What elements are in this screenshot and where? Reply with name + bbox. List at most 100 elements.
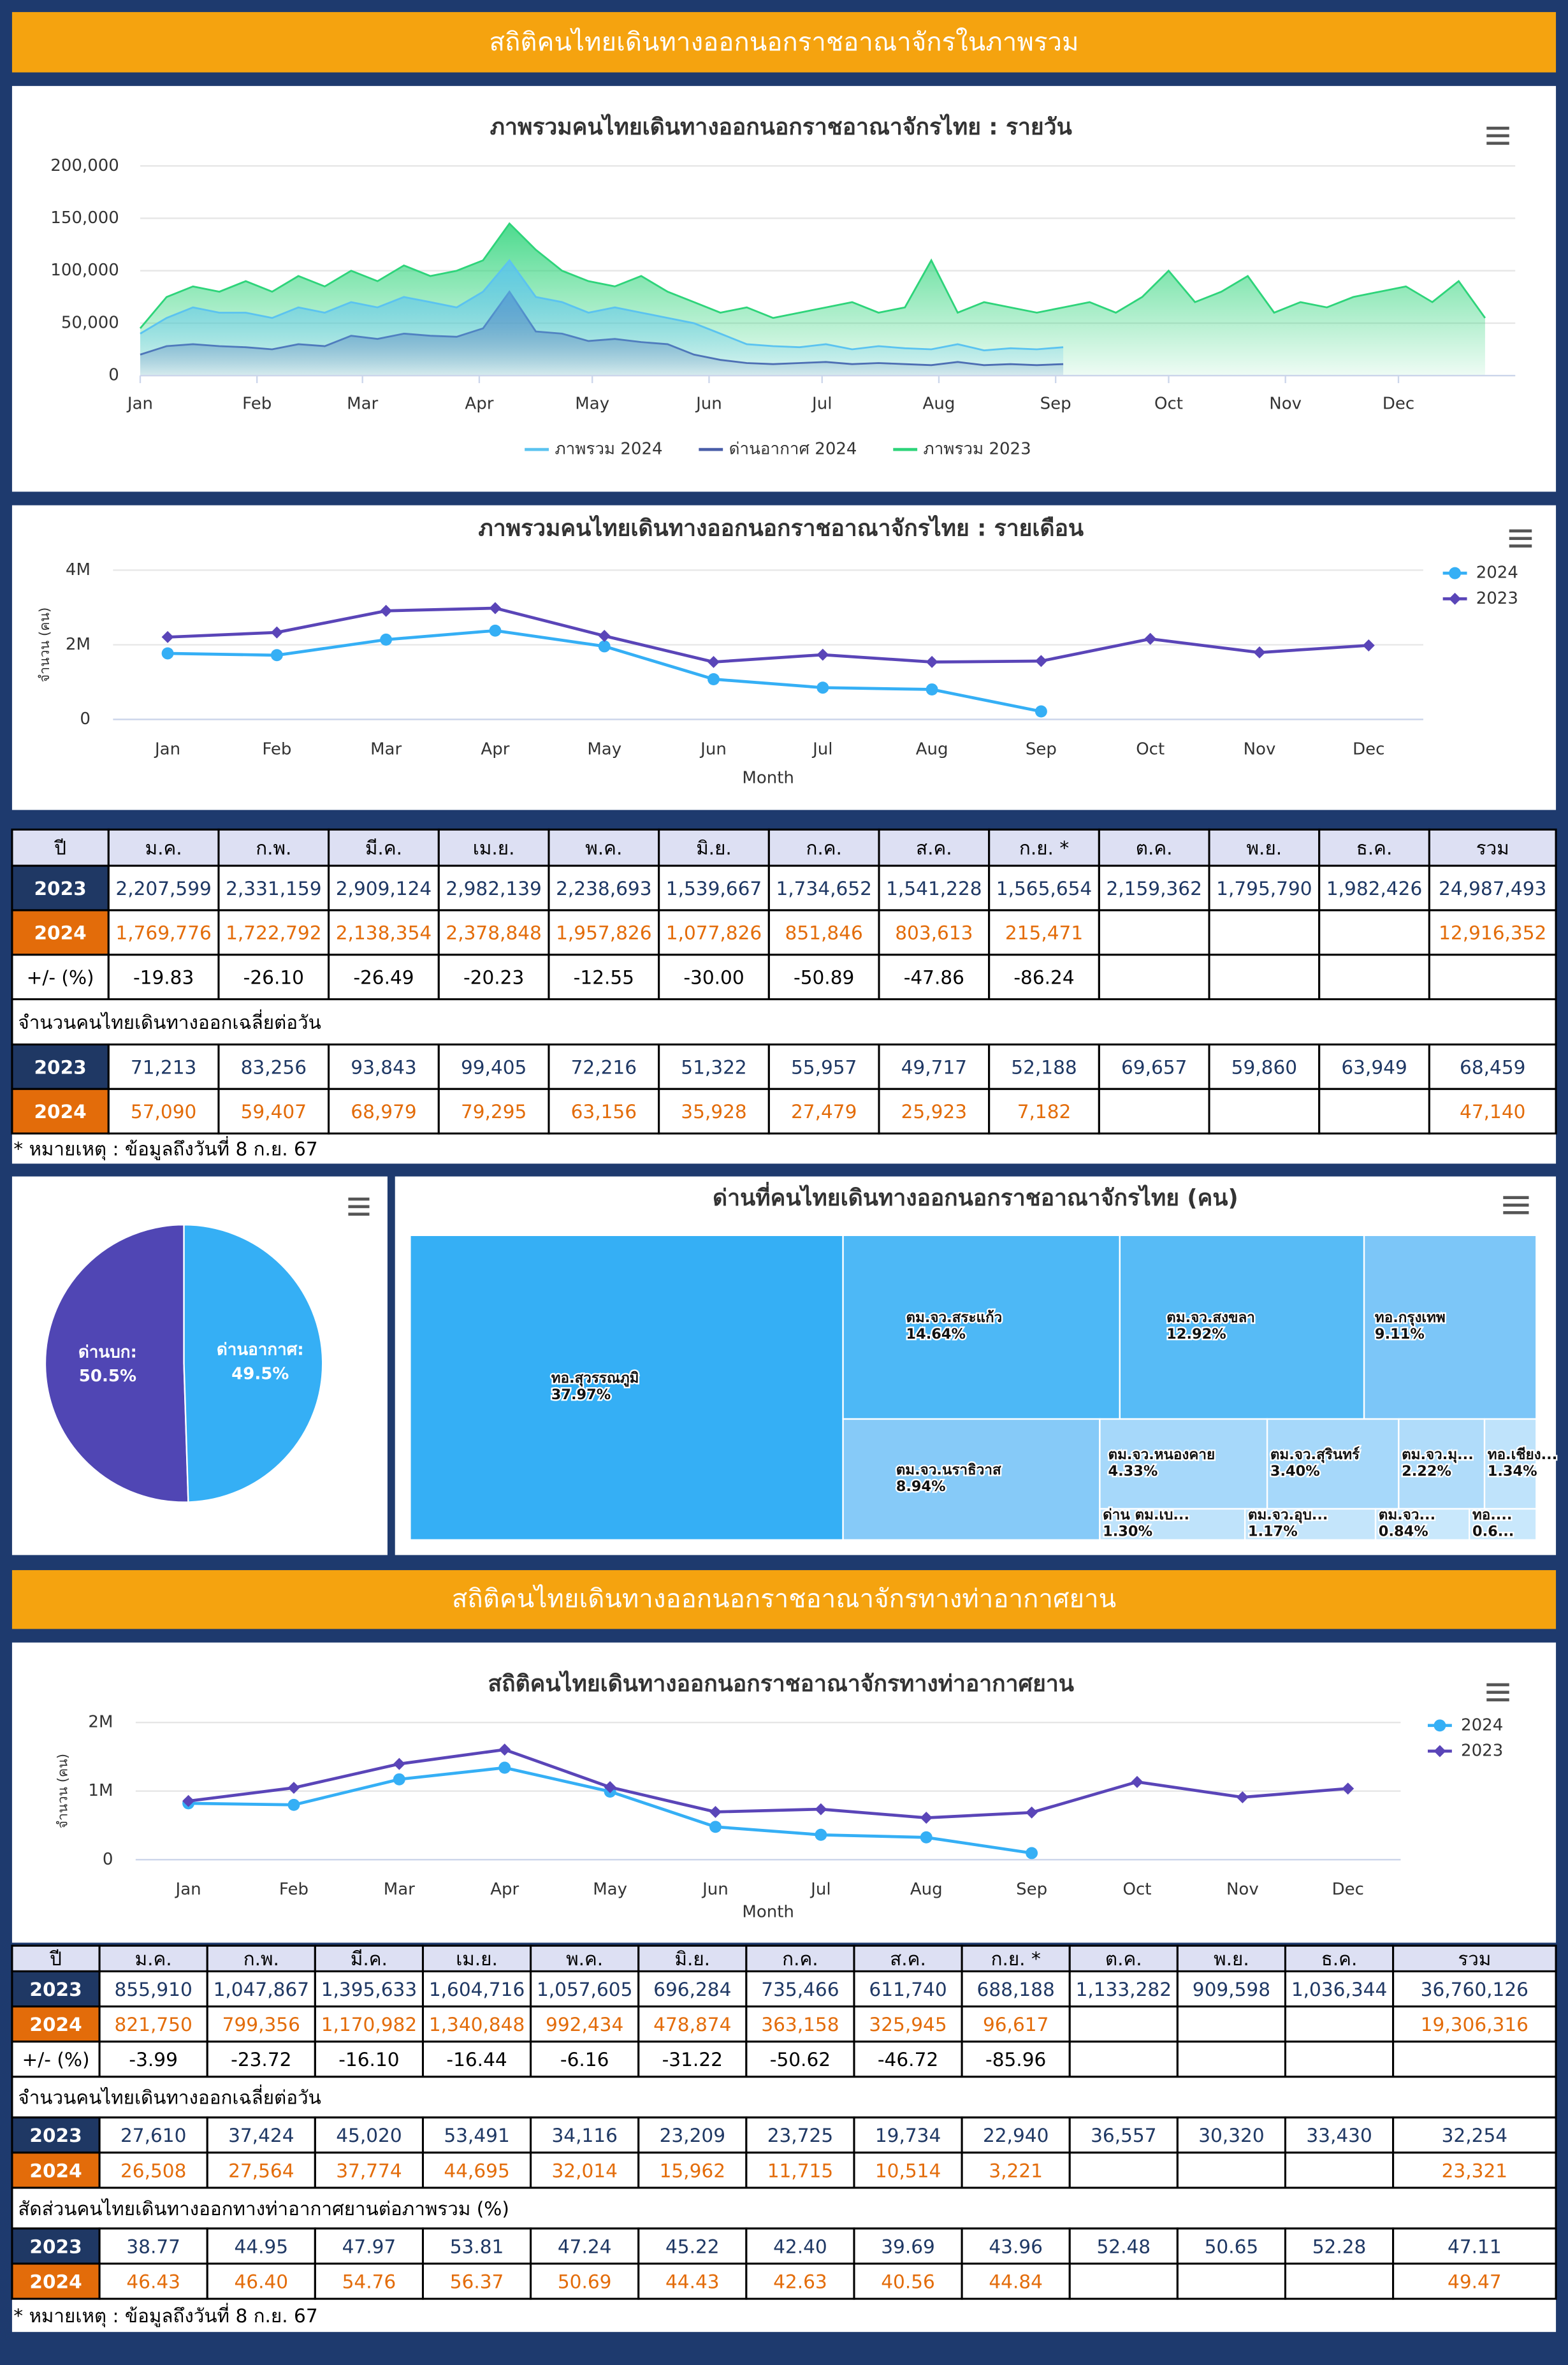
cell-text: -26.49 bbox=[353, 966, 414, 988]
x-tick-label: Aug bbox=[916, 739, 948, 759]
cell-text: รวม bbox=[1458, 1948, 1491, 1970]
cell-text: ก.พ. bbox=[256, 838, 291, 859]
cell-text: 1,036,344 bbox=[1291, 1979, 1387, 2000]
table-cell bbox=[1176, 1944, 1287, 1972]
cell-text: 68,979 bbox=[351, 1101, 416, 1123]
table-cell bbox=[206, 2116, 316, 2154]
cell-text: มิ.ย. bbox=[696, 838, 732, 859]
cell-text: ธ.ค. bbox=[1356, 838, 1393, 859]
table-cell bbox=[530, 2116, 640, 2154]
cell-text: 69,657 bbox=[1121, 1056, 1187, 1078]
table-cell bbox=[637, 2151, 748, 2189]
cell-text: 2,378,848 bbox=[446, 922, 541, 944]
cell-text: 44.95 bbox=[234, 2236, 288, 2257]
cell-text: 33,430 bbox=[1306, 2125, 1372, 2146]
menu-icon[interactable] bbox=[1486, 1683, 1509, 1701]
cell-value: 0.84% bbox=[1379, 1524, 1428, 1540]
table-cell bbox=[530, 1944, 640, 1972]
cell-label: ทอ.สุวรรณภูมิ bbox=[551, 1370, 639, 1387]
cell-text: 47,140 bbox=[1460, 1101, 1525, 1123]
chart-title: ด่านที่คนไทยเดินทางออกนอกราชอาณาจักรไทย … bbox=[713, 1181, 1238, 1211]
menu-icon[interactable] bbox=[348, 1197, 370, 1216]
cell-text: 11,715 bbox=[767, 2160, 833, 2181]
cell-text: +/- (%) bbox=[22, 2049, 90, 2070]
marker bbox=[1362, 639, 1375, 651]
table-cell bbox=[206, 2041, 316, 2078]
cell-label: ตม.จว.สงขลา bbox=[1166, 1309, 1255, 1326]
cell-value: 1.30% bbox=[1103, 1524, 1152, 1540]
table-cell bbox=[988, 909, 1100, 956]
table-cell bbox=[961, 2227, 1071, 2265]
table-cell bbox=[853, 2116, 963, 2154]
menu-icon[interactable] bbox=[1503, 1196, 1529, 1214]
slice-label: ด่านอากาศ: bbox=[217, 1341, 304, 1360]
y-axis-label: จำนวน (คน) bbox=[37, 608, 53, 683]
y-tick-label: 0 bbox=[80, 710, 91, 729]
cell-text: 1,982,426 bbox=[1326, 878, 1422, 899]
cell-text: พ.ย. bbox=[1247, 838, 1282, 859]
table-cell bbox=[637, 2227, 748, 2265]
x-tick-label: Jun bbox=[699, 739, 727, 759]
cell-text: 2023 bbox=[29, 2125, 82, 2146]
cell-text: 23,725 bbox=[767, 2125, 833, 2146]
table-cell bbox=[853, 2151, 963, 2189]
cell-label: ทอ.กรุงเทพ bbox=[1375, 1309, 1446, 1327]
x-tick-label: Mar bbox=[370, 739, 402, 759]
menu-icon[interactable] bbox=[1509, 529, 1532, 548]
cell-text: 799,356 bbox=[222, 2014, 300, 2035]
cell-text: 3,221 bbox=[989, 2160, 1043, 2181]
table-cell bbox=[421, 2005, 532, 2043]
legend-label: ภาพรวม 2023 bbox=[924, 440, 1031, 459]
cell-label: ตม.จว.นราธิวาส bbox=[896, 1462, 1001, 1478]
marker bbox=[1131, 1775, 1143, 1788]
x-tick-label: Oct bbox=[1123, 1880, 1152, 1899]
cell-text: 2,138,354 bbox=[336, 922, 432, 944]
menu-icon[interactable] bbox=[1486, 126, 1509, 145]
cell-label: ทอ.เชียง... bbox=[1488, 1446, 1557, 1463]
cell-text: -19.83 bbox=[133, 966, 194, 988]
cell-text: 1,541,228 bbox=[886, 878, 982, 899]
x-tick-label: Mar bbox=[384, 1880, 415, 1899]
cell-value: 2.22% bbox=[1402, 1463, 1451, 1480]
cell-text: 72,216 bbox=[571, 1056, 637, 1078]
cell-text: 12,916,352 bbox=[1439, 922, 1546, 944]
cell-text: ก.ย. * bbox=[991, 1948, 1041, 1970]
cell-text: 32,014 bbox=[551, 2160, 617, 2181]
table-cell bbox=[1098, 1043, 1210, 1090]
table-cell bbox=[1392, 2262, 1557, 2300]
cell-text: 50.65 bbox=[1205, 2236, 1259, 2257]
table-cell bbox=[1392, 2151, 1557, 2189]
table-cell bbox=[107, 864, 220, 912]
table-cell bbox=[98, 2151, 208, 2189]
table-subheading bbox=[11, 2187, 1557, 2230]
cell-text: 19,734 bbox=[875, 2125, 941, 2146]
table-cell bbox=[1208, 909, 1321, 956]
cell-text: 52.28 bbox=[1312, 2236, 1367, 2257]
table-cell bbox=[637, 2005, 748, 2043]
cell-value: 1.17% bbox=[1248, 1524, 1298, 1540]
cell-text: -86.24 bbox=[1013, 966, 1074, 988]
cell-text: 992,434 bbox=[546, 2014, 623, 2035]
cell-text: มิ.ย. bbox=[675, 1948, 711, 1970]
cell-text: 42.63 bbox=[773, 2271, 827, 2292]
x-tick-label: Dec bbox=[1353, 739, 1384, 759]
cell-text: 2,238,693 bbox=[556, 878, 651, 899]
table-cell bbox=[878, 1088, 991, 1135]
table-cell bbox=[421, 2041, 532, 2078]
cell-text: 43.96 bbox=[989, 2236, 1043, 2257]
table-cell bbox=[1284, 2041, 1395, 2078]
y-tick-label: 4M bbox=[66, 560, 91, 579]
table-cell bbox=[1392, 2116, 1557, 2154]
cell-text: 2023 bbox=[34, 878, 86, 899]
pie-slice bbox=[44, 1224, 189, 1503]
table-cell bbox=[1208, 828, 1321, 867]
cell-value: 3.40% bbox=[1270, 1463, 1320, 1480]
cell-text: มี.ค. bbox=[365, 838, 402, 859]
table-cell bbox=[988, 1088, 1100, 1135]
table-cell bbox=[548, 1088, 660, 1135]
table-cell bbox=[1284, 2262, 1395, 2300]
cell-text: 44.43 bbox=[665, 2271, 720, 2292]
cell-text: -23.72 bbox=[231, 2049, 291, 2070]
section-title: สถิติคนไทยเดินทางออกนอกราชอาณาจักรทางท่า… bbox=[452, 1584, 1116, 1613]
cell-text: 1,604,716 bbox=[429, 1979, 525, 2000]
